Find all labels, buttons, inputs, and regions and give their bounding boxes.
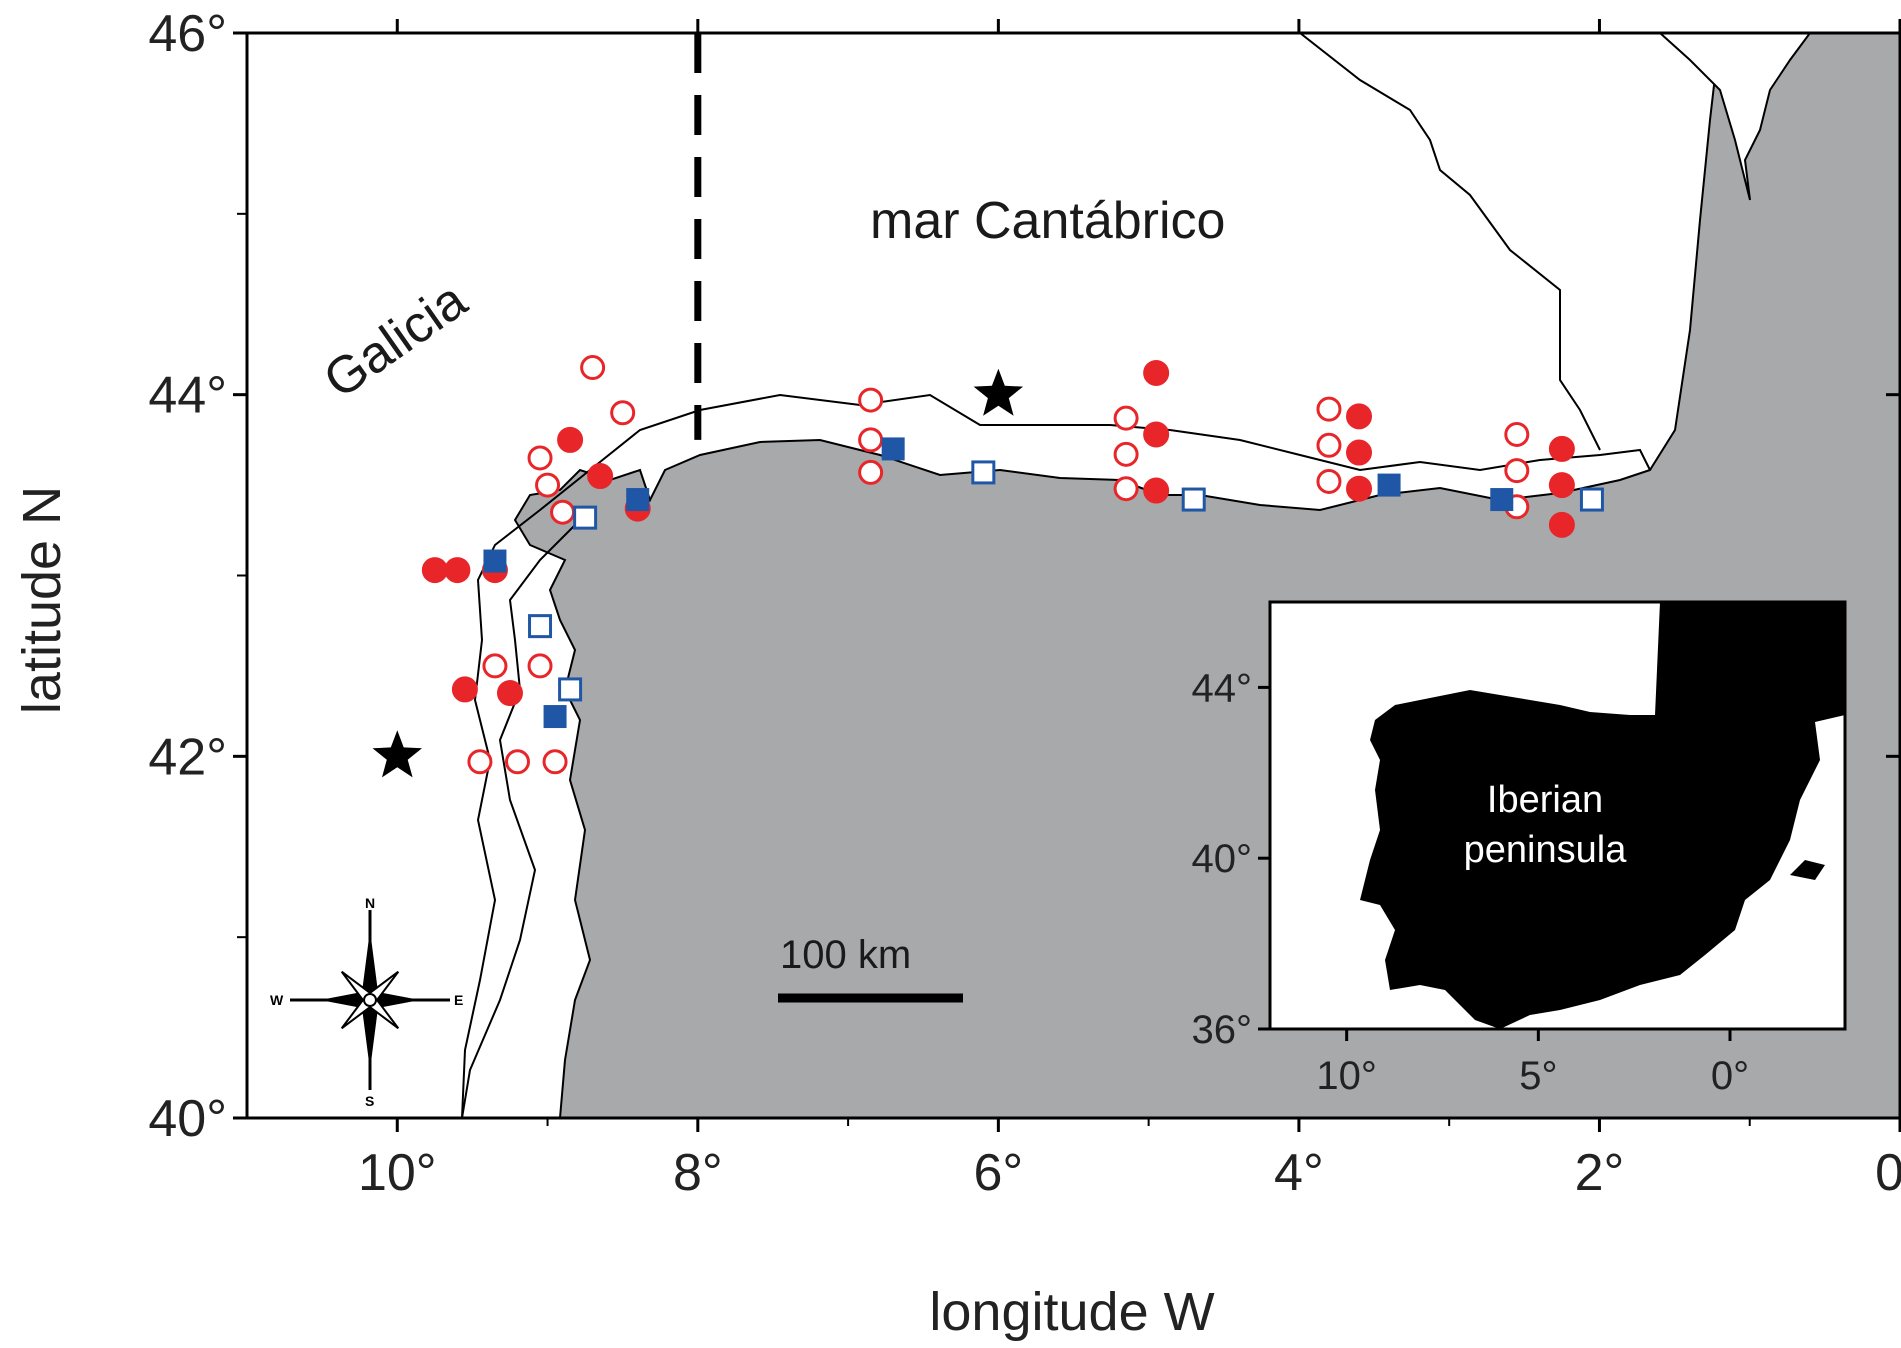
inset-map: Iberian peninsula 10° 5° 0° 44° 40° 36°: [1192, 600, 1847, 1098]
open-circle-marker: [467, 749, 493, 775]
open-circle-marker: [550, 499, 576, 525]
open-circle-marker: [1316, 468, 1342, 494]
filled-circle-marker: [1143, 421, 1170, 448]
open-circle-marker: [858, 387, 884, 413]
open-square-marker: [1579, 487, 1604, 512]
filled-circle-marker: [1143, 359, 1170, 386]
inset-x-tick-label: 5°: [1519, 1054, 1557, 1098]
open-circle-marker: [482, 653, 508, 679]
filled-circle-marker: [1143, 477, 1170, 504]
y-axis-label: latitude N: [12, 486, 72, 714]
open-circle-marker: [542, 749, 568, 775]
open-circle-marker: [504, 749, 530, 775]
compass-n: N: [365, 895, 375, 911]
open-circle-marker: [535, 472, 561, 498]
bay-coast: [1658, 33, 1812, 201]
filled-square-marker: [1377, 473, 1401, 497]
inset-x-ticks: 10° 5° 0°: [1316, 1029, 1749, 1098]
inset-land: [1360, 602, 1845, 1029]
compass-w: W: [270, 992, 284, 1008]
inset-y-tick-label: 36°: [1192, 1008, 1253, 1052]
open-square-marker: [573, 505, 598, 530]
open-circle-marker: [1113, 476, 1139, 502]
compass-e: E: [454, 992, 463, 1008]
filled-circle-marker: [587, 463, 614, 490]
open-circle-marker: [610, 400, 636, 426]
shelf-contour: [1299, 33, 1601, 451]
x-tick-label: 2°: [1575, 1144, 1625, 1202]
inset-y-ticks: 44° 40° 36°: [1192, 666, 1270, 1052]
open-square-marker: [1181, 487, 1206, 512]
open-circle-marker: [527, 445, 553, 471]
filled-circle-marker: [557, 426, 584, 453]
y-axis-ticks: 46° 44° 42° 40°: [148, 5, 1900, 1148]
open-square-marker: [971, 460, 996, 485]
x-tick-label: 6°: [974, 1144, 1024, 1202]
filled-circle-marker: [496, 680, 523, 707]
filled-circle-marker: [1548, 511, 1575, 538]
open-circle-marker: [1113, 441, 1139, 467]
filled-circle-marker: [444, 557, 471, 584]
filled-square-marker: [483, 549, 507, 573]
y-tick-label: 40°: [148, 1090, 227, 1148]
compass-s: S: [365, 1093, 374, 1109]
filled-circle-marker: [451, 676, 478, 703]
inset-y-tick-label: 44°: [1192, 666, 1253, 710]
filled-square-marker: [626, 488, 650, 512]
scale-bar: 100 km: [778, 933, 963, 1003]
x-tick-label: 4°: [1274, 1144, 1324, 1202]
inset-y-tick-label: 40°: [1192, 837, 1253, 881]
open-circle-marker: [1113, 405, 1139, 431]
open-square-marker: [528, 614, 553, 639]
x-tick-label: 0°: [1875, 1144, 1901, 1202]
filled-circle-marker: [1346, 403, 1373, 430]
open-circle-marker: [527, 653, 553, 679]
open-circle-marker: [858, 459, 884, 485]
sea-label: mar Cantábrico: [870, 192, 1225, 250]
x-tick-label: 8°: [673, 1144, 723, 1202]
open-circle-marker: [1316, 432, 1342, 458]
x-axis-label: longitude W: [929, 1282, 1214, 1342]
star-icon: [973, 368, 1024, 416]
inset-label-line2: peninsula: [1464, 829, 1628, 871]
x-axis-ticks: 10° 8° 6° 4° 2° 0°: [358, 19, 1901, 1202]
open-circle-marker: [858, 427, 884, 453]
filled-circle-marker: [1346, 475, 1373, 502]
inset-label-line1: Iberian: [1487, 779, 1603, 821]
filled-circle-marker: [1548, 472, 1575, 499]
filled-circle-marker: [421, 557, 448, 584]
y-tick-label: 44°: [148, 367, 227, 425]
y-tick-label: 46°: [148, 5, 227, 63]
compass-rose: N S E W: [270, 895, 463, 1109]
sample-markers: [372, 355, 1604, 778]
open-square-marker: [558, 677, 583, 702]
star-icon: [372, 730, 422, 778]
offshore-contour: [461, 519, 581, 1118]
inset-x-tick-label: 0°: [1711, 1054, 1749, 1098]
open-circle-marker: [1504, 421, 1530, 447]
filled-circle-marker: [1548, 435, 1575, 462]
inset-island: [1790, 860, 1825, 880]
filled-circle-marker: [1346, 439, 1373, 466]
filled-square-marker: [881, 437, 905, 461]
open-circle-marker: [1316, 396, 1342, 422]
x-tick-label: 10°: [358, 1144, 437, 1202]
filled-square-marker: [1490, 488, 1514, 512]
y-tick-label: 42°: [148, 728, 227, 786]
open-circle-marker: [1504, 458, 1530, 484]
inset-x-tick-label: 10°: [1316, 1054, 1377, 1098]
open-circle-marker: [580, 355, 606, 381]
scale-bar-label: 100 km: [780, 933, 911, 977]
filled-square-marker: [543, 705, 567, 729]
